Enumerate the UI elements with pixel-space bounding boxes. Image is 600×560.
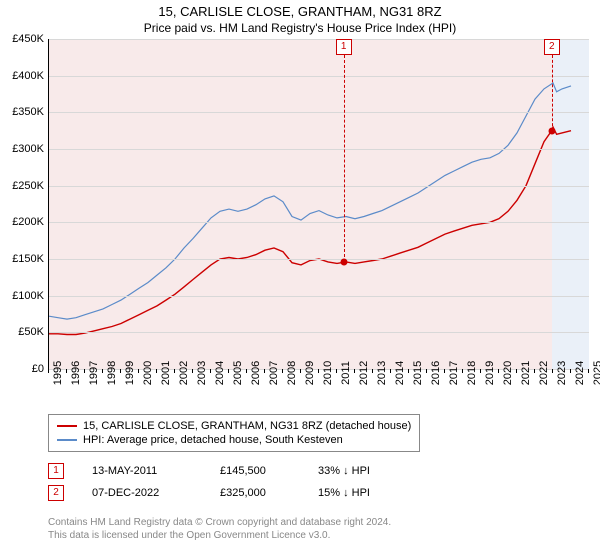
- series-property: [49, 127, 571, 335]
- x-axis-label: 1996: [70, 361, 82, 385]
- y-axis-label: £300K: [12, 143, 44, 155]
- legend-swatch: [57, 425, 77, 427]
- x-axis-label: 2017: [448, 361, 460, 385]
- y-axis-label: £450K: [12, 33, 44, 45]
- y-axis-label: £350K: [12, 106, 44, 118]
- x-axis-label: 1997: [88, 361, 100, 385]
- chart-area: 12 £0£50K£100K£150K£200K£250K£300K£350K£…: [0, 39, 600, 409]
- x-axis-label: 2003: [196, 361, 208, 385]
- sale-date: 13-MAY-2011: [92, 465, 192, 477]
- sale-marker-2: 2: [544, 39, 560, 55]
- sale-date: 07-DEC-2022: [92, 487, 192, 499]
- legend-swatch: [57, 439, 77, 441]
- x-axis-label: 2019: [484, 361, 496, 385]
- x-axis-label: 2018: [466, 361, 478, 385]
- sale-row: 1 13-MAY-2011 £145,500 33% ↓ HPI: [48, 460, 408, 482]
- x-axis-label: 2022: [538, 361, 550, 385]
- x-axis-label: 2020: [502, 361, 514, 385]
- x-axis-label: 2015: [412, 361, 424, 385]
- x-axis-label: 2009: [304, 361, 316, 385]
- sale-marker-1: 1: [336, 39, 352, 55]
- sale-price: £145,500: [220, 465, 290, 477]
- x-axis-label: 1998: [106, 361, 118, 385]
- sale-row-marker: 1: [48, 463, 64, 479]
- x-axis-label: 2010: [322, 361, 334, 385]
- footer-line2: This data is licensed under the Open Gov…: [48, 529, 391, 542]
- y-axis-label: £150K: [12, 253, 44, 265]
- y-axis-label: £250K: [12, 180, 44, 192]
- sale-pct: 33% ↓ HPI: [318, 465, 408, 477]
- x-axis-label: 1999: [124, 361, 136, 385]
- y-axis-label: £0: [32, 363, 44, 375]
- x-axis-label: 2023: [556, 361, 568, 385]
- y-axis-label: £50K: [18, 326, 44, 338]
- footer-attribution: Contains HM Land Registry data © Crown c…: [48, 516, 391, 542]
- sale-row: 2 07-DEC-2022 £325,000 15% ↓ HPI: [48, 482, 408, 504]
- x-axis-label: 2007: [268, 361, 280, 385]
- x-axis-label: 1995: [52, 361, 64, 385]
- x-axis-label: 2024: [574, 361, 586, 385]
- chart-title: 15, CARLISLE CLOSE, GRANTHAM, NG31 8RZ: [0, 0, 600, 19]
- y-axis-label: £100K: [12, 290, 44, 302]
- x-axis-label: 2016: [430, 361, 442, 385]
- x-axis-label: 2006: [250, 361, 262, 385]
- y-axis-label: £400K: [12, 70, 44, 82]
- x-axis-label: 2002: [178, 361, 190, 385]
- sale-price: £325,000: [220, 487, 290, 499]
- chart-lines: [49, 39, 589, 369]
- x-axis-label: 2021: [520, 361, 532, 385]
- x-axis-label: 2001: [160, 361, 172, 385]
- x-axis-label: 2012: [358, 361, 370, 385]
- legend-label: HPI: Average price, detached house, Sout…: [83, 434, 343, 446]
- sales-table: 1 13-MAY-2011 £145,500 33% ↓ HPI 2 07-DEC-202…: [48, 460, 408, 504]
- chart-subtitle: Price paid vs. HM Land Registry's House …: [0, 19, 600, 39]
- x-axis-label: 2004: [214, 361, 226, 385]
- plot-region: 12: [48, 39, 589, 370]
- x-axis-label: 2014: [394, 361, 406, 385]
- sale-pct: 15% ↓ HPI: [318, 487, 408, 499]
- x-axis-label: 2013: [376, 361, 388, 385]
- x-axis-label: 2011: [340, 361, 352, 385]
- x-axis-label: 2025: [592, 361, 600, 385]
- legend-item: 15, CARLISLE CLOSE, GRANTHAM, NG31 8RZ (…: [57, 419, 411, 433]
- sale-row-marker: 2: [48, 485, 64, 501]
- legend-item: HPI: Average price, detached house, Sout…: [57, 433, 411, 447]
- x-axis-label: 2008: [286, 361, 298, 385]
- x-axis-label: 2000: [142, 361, 154, 385]
- y-axis-label: £200K: [12, 216, 44, 228]
- chart-container: 15, CARLISLE CLOSE, GRANTHAM, NG31 8RZ P…: [0, 0, 600, 560]
- footer-line1: Contains HM Land Registry data © Crown c…: [48, 516, 391, 529]
- series-hpi: [49, 83, 571, 319]
- legend-label: 15, CARLISLE CLOSE, GRANTHAM, NG31 8RZ (…: [83, 420, 411, 432]
- x-axis-label: 2005: [232, 361, 244, 385]
- legend: 15, CARLISLE CLOSE, GRANTHAM, NG31 8RZ (…: [48, 414, 420, 452]
